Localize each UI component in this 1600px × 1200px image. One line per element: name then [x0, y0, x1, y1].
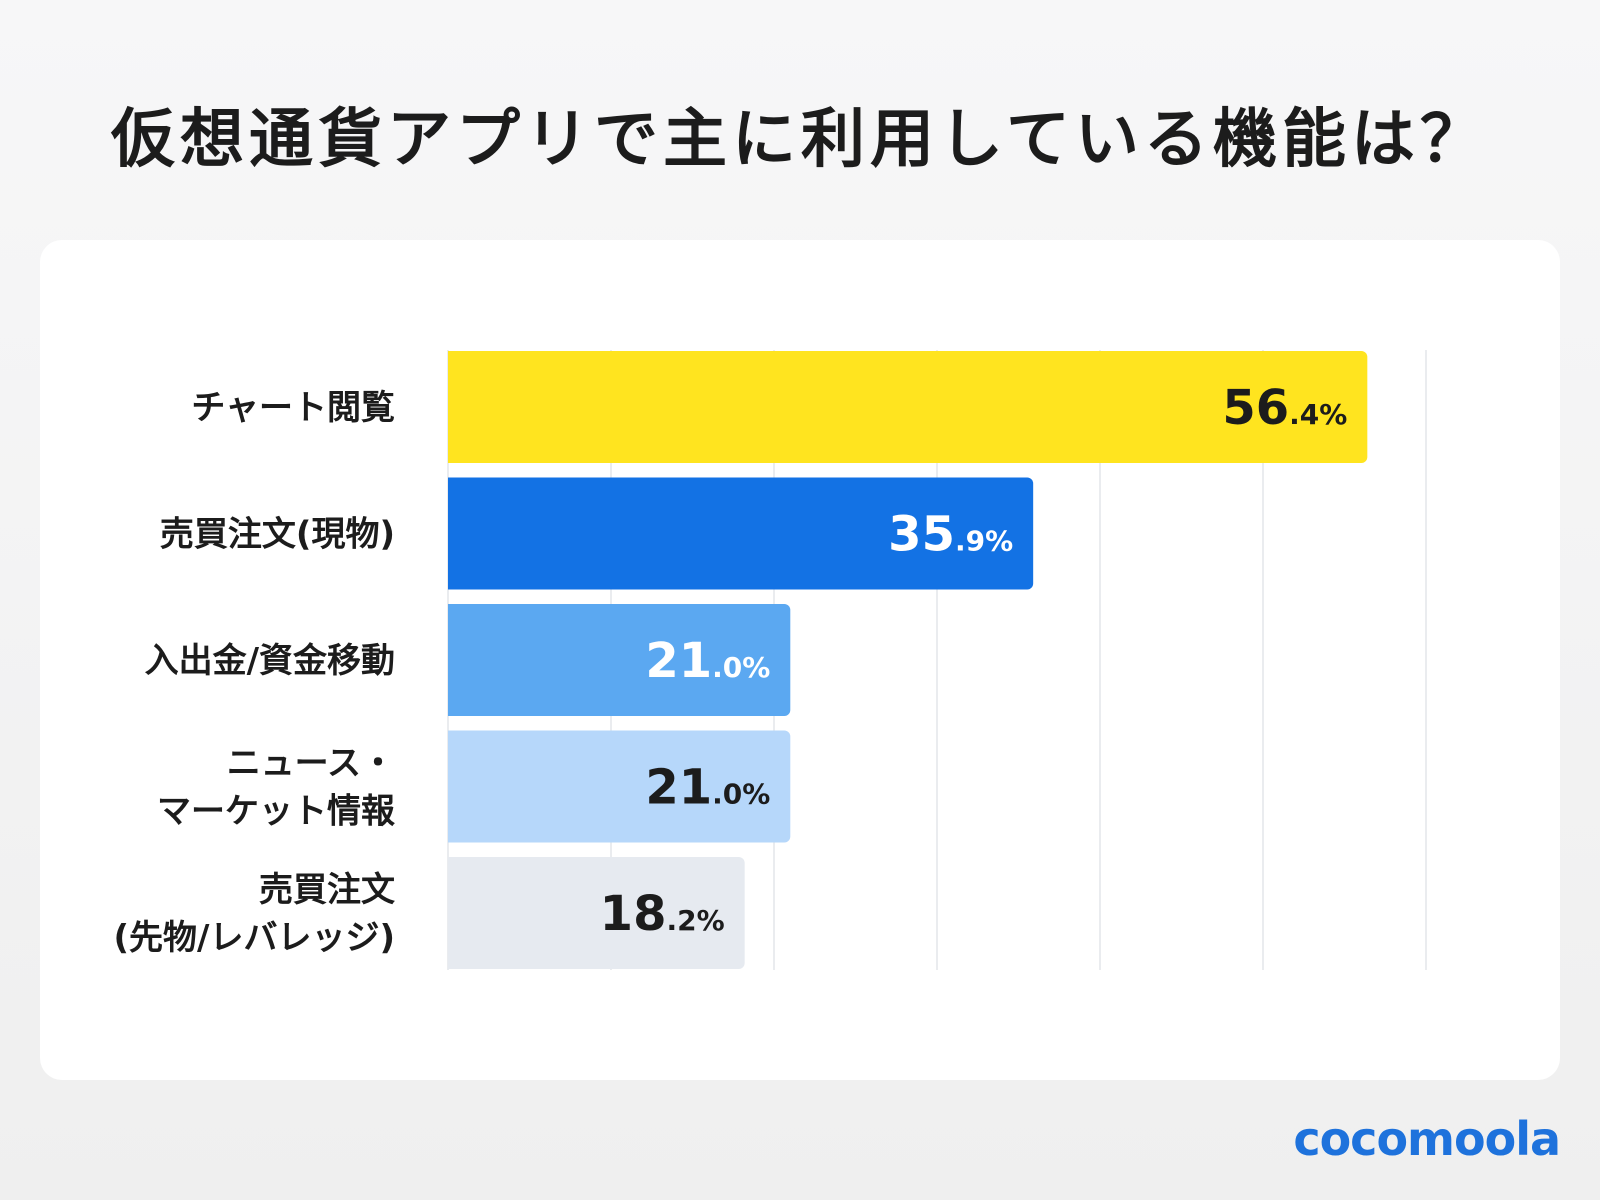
bar-left-edge — [448, 477, 458, 590]
chart-card: 56.4% チャート閲覧 35.9% 売買注文(現物) 21.0% 入出金/資金移動 21.… — [40, 240, 1560, 1080]
bar-value-integer: 18 — [600, 886, 667, 942]
bar — [448, 477, 1034, 590]
bar — [448, 351, 1368, 463]
bar-value-decimal: .4% — [1289, 398, 1347, 431]
bar-value-decimal: .2% — [666, 904, 724, 937]
bar-value-label: 21.0% — [645, 760, 770, 816]
bar — [448, 857, 745, 969]
category-label: マーケット情報 — [157, 792, 395, 832]
bar-left-edge — [448, 857, 458, 969]
bar — [448, 604, 791, 716]
bar-value-label: 18.2% — [600, 886, 725, 942]
category-label: 売買注文 — [259, 870, 395, 910]
bar-value-integer: 21 — [645, 633, 712, 689]
bar-value-integer: 35 — [888, 507, 955, 563]
category-label: ニュース・ — [227, 744, 395, 784]
category-label: 入出金/資金移動 — [145, 641, 395, 681]
bar-value-label: 21.0% — [645, 633, 770, 689]
bar-left-edge — [448, 351, 458, 463]
category-label: 売買注文(現物) — [160, 515, 395, 555]
bar-value-decimal: .0% — [712, 651, 770, 684]
category-label: (先物/レバレッジ) — [114, 918, 396, 958]
bar — [448, 730, 791, 843]
cocomoola-logo: cocomoola — [1293, 1112, 1561, 1166]
bar-value-label: 35.9% — [888, 507, 1013, 563]
bar-value-decimal: .0% — [712, 778, 770, 811]
bar-value-integer: 56 — [1222, 380, 1289, 436]
bar-left-edge — [448, 604, 458, 716]
bar-chart: 56.4%チャート閲覧35.9%売買注文(現物)21.0%入出金/資金移動21.… — [114, 350, 1427, 970]
bar-value-label: 56.4% — [1222, 380, 1347, 436]
category-label: チャート閲覧 — [191, 388, 395, 428]
bar-value-integer: 21 — [645, 760, 712, 816]
bar-left-edge — [448, 730, 458, 843]
bar-value-decimal: .9% — [955, 525, 1013, 558]
chart-title: 仮想通貨アプリで主に利用している機能は？ — [110, 103, 1490, 177]
